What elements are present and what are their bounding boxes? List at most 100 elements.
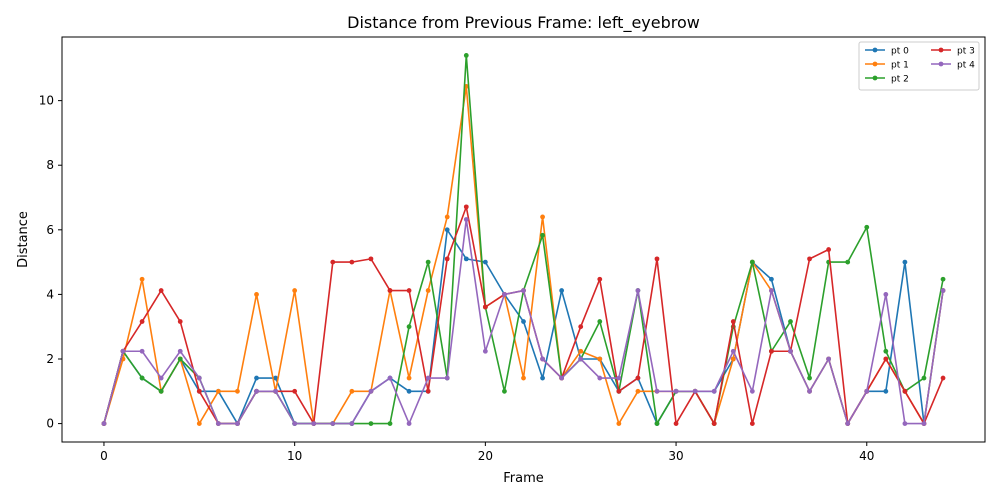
data-point: [921, 421, 927, 426]
data-point: [235, 421, 240, 426]
data-point: [349, 388, 355, 394]
plot-frame: [61, 36, 986, 443]
data-point: [196, 375, 202, 381]
data-point: [940, 375, 946, 381]
data-point: [769, 276, 774, 282]
data-point: [406, 421, 412, 426]
data-point: [540, 375, 545, 381]
data-point: [578, 356, 584, 362]
x-tick-label: 20: [478, 449, 493, 463]
y-axis-label: Distance: [16, 211, 31, 268]
data-point: [883, 388, 889, 394]
data-point: [616, 421, 622, 426]
data-point: [540, 232, 545, 238]
data-point: [349, 259, 355, 265]
data-point: [463, 204, 469, 210]
data-point: [845, 259, 851, 265]
data-point: [330, 421, 336, 426]
legend-label: pt 1: [891, 61, 909, 71]
data-point: [921, 375, 927, 381]
data-point: [616, 388, 622, 394]
data-point: [769, 348, 774, 354]
data-point: [406, 388, 412, 394]
data-point: [120, 348, 126, 354]
data-point: [196, 421, 202, 426]
data-point: [158, 288, 164, 293]
data-point: [139, 375, 145, 381]
data-point: [730, 348, 736, 354]
data-point: [406, 375, 412, 381]
data-point: [521, 375, 526, 381]
data-point: [749, 421, 755, 426]
data-point: [444, 256, 450, 262]
data-point: [788, 348, 793, 354]
data-point: [864, 224, 870, 230]
data-point: [368, 388, 374, 394]
data-point: [406, 324, 412, 330]
data-point: [749, 388, 755, 394]
data-point: [425, 375, 431, 381]
legend-item: pt 2: [865, 75, 909, 85]
data-point: [521, 288, 526, 293]
y-tick-label: 2: [46, 352, 54, 366]
data-point: [807, 388, 812, 394]
legend-label: pt 0: [891, 47, 909, 57]
data-point: [788, 319, 793, 324]
data-point: [254, 388, 259, 394]
data-point: [196, 388, 202, 394]
data-point: [139, 319, 145, 324]
data-point: [444, 227, 450, 233]
data-point: [769, 288, 774, 293]
data-point: [826, 356, 832, 362]
legend-swatch-marker: [872, 61, 878, 67]
data-point: [101, 421, 107, 426]
legend: pt 0 pt 1 pt 2 pt 3 pt 4: [858, 41, 980, 91]
data-point: [177, 348, 183, 354]
data-point: [254, 375, 259, 381]
legend-label: pt 3: [957, 47, 975, 57]
data-point: [559, 375, 565, 381]
chart-title: Distance from Previous Frame: left_eyebr…: [347, 13, 700, 33]
data-point: [635, 375, 641, 381]
data-point: [482, 348, 488, 354]
data-point: [654, 388, 660, 394]
data-point: [139, 276, 145, 282]
data-point: [482, 259, 488, 265]
data-point: [883, 356, 889, 362]
data-point: [673, 388, 679, 394]
data-point: [482, 304, 488, 310]
series-pt-4: [101, 217, 946, 426]
data-point: [368, 256, 374, 262]
data-point: [940, 276, 946, 282]
data-point: [616, 375, 622, 381]
data-point: [177, 319, 183, 324]
data-point: [158, 375, 164, 381]
legend-item: pt 4: [931, 61, 975, 71]
data-point: [749, 259, 755, 265]
data-point: [635, 288, 641, 293]
data-point: [502, 388, 507, 394]
data-point: [463, 53, 469, 58]
data-point: [235, 388, 240, 394]
data-point: [540, 214, 545, 220]
legend-box: [858, 41, 980, 91]
data-point: [292, 288, 298, 293]
data-point: [597, 375, 603, 381]
data-point: [425, 388, 431, 394]
y-tick-label: 8: [46, 158, 54, 172]
data-point: [292, 388, 298, 394]
x-tick-label: 10: [287, 449, 302, 463]
legend-item: pt 1: [865, 61, 909, 71]
x-tick-label: 30: [668, 449, 683, 463]
data-point: [406, 288, 412, 293]
series-layer: [101, 53, 946, 426]
data-point: [387, 421, 393, 426]
data-point: [139, 348, 145, 354]
data-point: [711, 421, 717, 426]
data-point: [559, 288, 565, 293]
data-point: [597, 276, 603, 282]
data-point: [215, 388, 221, 394]
data-point: [387, 288, 393, 293]
